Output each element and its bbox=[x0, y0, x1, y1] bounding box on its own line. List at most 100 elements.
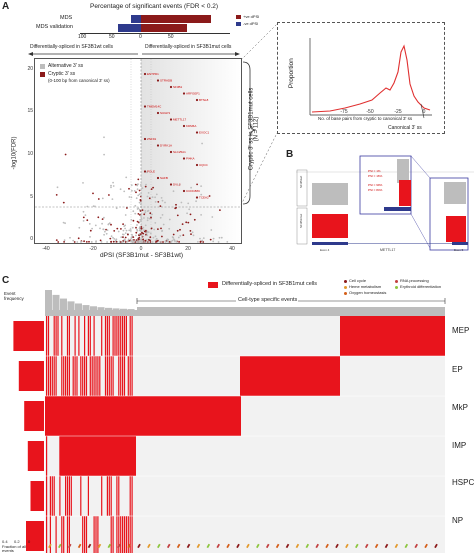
heatmap-cell bbox=[112, 356, 114, 396]
volcano-point bbox=[139, 184, 142, 186]
legend-main-label: Differentially-spliced in SF3B1mut cells bbox=[222, 281, 317, 287]
volcano-xlabel: dPSI (SF3B1mut - SF3B1wt) bbox=[100, 252, 184, 259]
volcano-point bbox=[140, 218, 143, 221]
volcano-point bbox=[140, 227, 143, 230]
heatmap-cell bbox=[108, 476, 110, 516]
heatmap-cell bbox=[72, 356, 74, 396]
volcano-point bbox=[110, 186, 112, 189]
volcano-point bbox=[210, 229, 213, 231]
volcano-point bbox=[202, 237, 205, 240]
volcano-point bbox=[191, 231, 194, 234]
volcano-point bbox=[134, 204, 137, 207]
volcano-point bbox=[189, 230, 192, 232]
volcano-point bbox=[146, 217, 149, 219]
volcano-point bbox=[157, 228, 159, 231]
gene-label: PI4KA bbox=[186, 157, 195, 161]
volcano-point bbox=[82, 182, 84, 184]
gene-tick bbox=[216, 543, 220, 549]
frequency-bar bbox=[137, 307, 445, 310]
pathway-label: Erythroid differentiation bbox=[400, 284, 442, 289]
volcano-point bbox=[145, 241, 148, 243]
volcano-point bbox=[157, 201, 160, 203]
heatmap-cell bbox=[66, 476, 69, 516]
volcano-point bbox=[136, 184, 139, 187]
volcano-point bbox=[100, 241, 103, 243]
heatmap-block bbox=[340, 316, 445, 356]
legend-swatch-pos bbox=[236, 15, 241, 19]
volcano-point bbox=[128, 240, 131, 242]
volcano-point bbox=[151, 241, 154, 243]
volcano-point bbox=[161, 214, 164, 216]
volcano-point bbox=[136, 220, 139, 223]
row-label-imp: IMP bbox=[452, 441, 467, 450]
gene-tick bbox=[147, 543, 151, 549]
volcano-point bbox=[141, 209, 144, 212]
gene-tick bbox=[414, 543, 418, 549]
frequency-bar bbox=[90, 306, 97, 310]
volcano-point bbox=[177, 236, 180, 239]
heatmap-cell bbox=[97, 516, 99, 553]
volcano-point bbox=[134, 183, 137, 186]
legend-alt-swatch bbox=[40, 64, 45, 69]
heatmap-cell bbox=[55, 356, 57, 396]
bar-row-mds-validation: MDS validation bbox=[36, 24, 73, 30]
volcano-point bbox=[136, 241, 138, 243]
gene-label: EXOC1 bbox=[199, 131, 210, 135]
volcano-point bbox=[116, 227, 119, 230]
gene-tick bbox=[325, 543, 329, 549]
volcano-point bbox=[103, 153, 105, 156]
heatmap-cell bbox=[74, 316, 76, 356]
exon-label: Exon 4 bbox=[320, 248, 330, 252]
heatmap-cell bbox=[125, 516, 127, 553]
heatmap-cell bbox=[84, 516, 86, 553]
volcano-point bbox=[154, 222, 157, 224]
volcano-point bbox=[151, 196, 154, 199]
volcano-point bbox=[143, 170, 147, 173]
heatmap-cell bbox=[87, 316, 89, 356]
heatmap-cell bbox=[112, 316, 114, 356]
pathway-dot bbox=[395, 286, 398, 289]
gene-tick bbox=[275, 543, 280, 549]
volcano-point bbox=[143, 241, 146, 243]
heatmap-cell bbox=[104, 316, 107, 356]
heatmap-cell bbox=[78, 316, 80, 356]
volcano-point bbox=[143, 72, 147, 76]
volcano-point bbox=[108, 194, 110, 196]
volcano-point bbox=[125, 229, 128, 232]
volcano-point bbox=[139, 210, 142, 212]
volcano-point bbox=[181, 223, 184, 226]
zoom-label: PSI = 1% bbox=[368, 169, 381, 173]
volcano-point bbox=[91, 227, 93, 230]
volcano-point bbox=[112, 240, 115, 243]
volcano-point bbox=[64, 153, 67, 156]
heatmap-cell bbox=[95, 356, 97, 396]
heatmap-cell bbox=[129, 356, 131, 396]
heatmap-cell bbox=[131, 516, 133, 553]
heatmap-cell bbox=[131, 356, 133, 396]
heatmap-cell bbox=[120, 316, 122, 356]
heatmap-cell bbox=[55, 516, 57, 553]
volcano-point bbox=[138, 193, 141, 196]
gene-label: ARFGEF1 bbox=[186, 92, 200, 96]
volcano-point bbox=[143, 217, 145, 219]
heatmap-block bbox=[60, 436, 136, 476]
volcano-point bbox=[218, 236, 221, 239]
gene-label: METTL17 bbox=[173, 118, 187, 122]
gene-label: DYRK1A bbox=[160, 144, 172, 148]
heatmap-cell bbox=[110, 356, 112, 396]
heatmap-cell bbox=[101, 316, 103, 356]
volcano-point bbox=[190, 186, 193, 189]
heatmap-cell bbox=[68, 316, 70, 356]
heatmap-cell bbox=[123, 356, 126, 396]
volcano-point bbox=[103, 233, 105, 236]
xtick: -20 bbox=[89, 246, 96, 252]
frequency-bar bbox=[105, 307, 112, 310]
fraction-tick: 0.2 bbox=[14, 539, 20, 544]
heatmap-cell bbox=[97, 356, 99, 396]
pathway-dot bbox=[344, 292, 347, 295]
inset-xlabel: No. of base pairs from cryptic to canoni… bbox=[318, 116, 413, 121]
volcano-point bbox=[195, 98, 199, 102]
volcano-point bbox=[143, 213, 146, 216]
frequency-bar bbox=[67, 301, 75, 310]
